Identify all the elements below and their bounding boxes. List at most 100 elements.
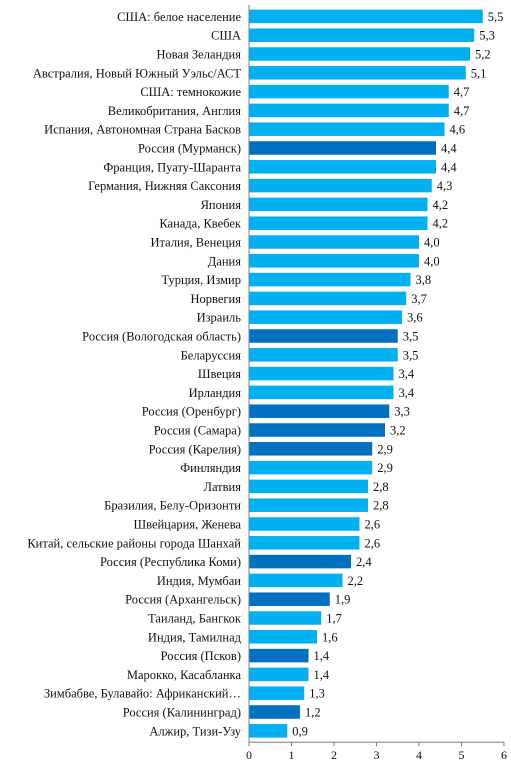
data-label: 5,2 (475, 48, 491, 62)
category-label: Россия (Республика Коми) (100, 555, 241, 569)
category-label: Франция, Пуату-Шаранта (103, 160, 241, 174)
bar (249, 592, 330, 606)
x-tick-label: 4 (416, 748, 422, 762)
bar (249, 160, 436, 174)
category-label: Канада, Квебек (159, 217, 242, 231)
data-label: 2,8 (373, 480, 389, 494)
category-label: Китай, сельские районы города Шанхай (27, 536, 241, 550)
x-tick-label: 3 (374, 748, 380, 762)
x-tick-label: 5 (459, 748, 465, 762)
category-label: Норвегия (191, 292, 242, 306)
bar (249, 178, 432, 193)
data-label: 5,5 (488, 10, 504, 24)
category-label: США: белое население (117, 10, 241, 24)
bar (249, 498, 368, 512)
data-label: 1,3 (309, 687, 325, 701)
bar (249, 686, 305, 700)
value-labels: 5,55,35,25,14,74,74,64,44,44,34,24,24,04… (292, 10, 503, 738)
data-label: 3,8 (416, 273, 432, 287)
bar (249, 103, 449, 118)
data-label: 3,5 (403, 348, 419, 362)
data-label: 2,4 (356, 555, 372, 569)
data-label: 1,2 (305, 706, 321, 720)
data-label: 4,7 (454, 85, 470, 99)
data-label: 4,6 (450, 123, 466, 137)
bar (249, 385, 394, 400)
category-label: Австралия, Новый Южный Уэльс/АСТ (33, 66, 241, 80)
bar (249, 573, 343, 588)
category-label: Россия (Оренбург) (142, 405, 241, 419)
category-label: Израиль (197, 311, 242, 325)
x-tick-label: 0 (246, 748, 252, 762)
data-label: 1,7 (326, 612, 342, 626)
bar (249, 310, 402, 324)
bar (249, 648, 309, 663)
x-tick-label: 2 (331, 748, 337, 762)
data-label: 1,6 (322, 630, 338, 644)
data-label: 3,4 (399, 386, 415, 400)
data-label: 4,2 (433, 198, 449, 212)
data-label: 0,9 (292, 724, 308, 738)
bar (249, 272, 411, 287)
category-label: Турция, Измир (161, 273, 241, 287)
category-label: Россия (Самара) (154, 424, 241, 438)
category-label: Дания (208, 254, 241, 268)
bar (249, 536, 360, 550)
category-label: США: темнокожие (140, 85, 241, 99)
data-label: 3,5 (403, 330, 419, 344)
category-label: Россия (Мурманск) (138, 142, 241, 156)
bar (249, 705, 300, 719)
data-label: 1,4 (314, 668, 330, 682)
bar (249, 423, 385, 437)
category-label: Швейцария, Женева (134, 518, 242, 532)
data-label: 3,3 (394, 405, 410, 419)
bar (249, 724, 288, 738)
category-label: Германия, Нижняя Саксония (88, 179, 241, 193)
data-label: 4,4 (441, 160, 457, 174)
category-labels: США: белое население США Новая Зеландия Авс… (27, 10, 242, 738)
data-label: 3,6 (407, 311, 423, 325)
category-label: Марокко, Касабланка (127, 668, 242, 682)
data-label: 3,7 (411, 292, 427, 306)
category-label: Новая Зеландия (156, 48, 241, 62)
category-label: Россия (Калининград) (123, 706, 241, 720)
bar (249, 235, 419, 249)
bar (249, 197, 428, 212)
bar (249, 47, 470, 61)
bar (249, 254, 419, 268)
bar (249, 66, 466, 80)
data-label: 1,9 (335, 593, 351, 607)
data-label: 2,6 (365, 518, 381, 532)
data-label: 4,0 (424, 254, 440, 268)
bar (249, 348, 398, 362)
data-label: 2,9 (377, 442, 393, 456)
category-label: Швеция (198, 367, 241, 381)
category-label: Латвия (203, 480, 241, 494)
bar (249, 667, 309, 682)
bar (249, 611, 322, 625)
category-label: Россия (Псков) (161, 649, 241, 663)
data-label: 1,4 (314, 649, 330, 663)
category-label: Индия, Тамилнад (148, 630, 242, 644)
category-label: Финляндия (180, 461, 241, 475)
data-label: 4,3 (437, 179, 453, 193)
category-label: Зимбабве, Булавайо: Африканский… (44, 687, 241, 701)
category-label: Испания, Автономная Страна Басков (44, 123, 241, 137)
category-label: Россия (Карелия) (149, 442, 241, 456)
bar (249, 9, 483, 24)
data-label: 5,1 (471, 66, 487, 80)
bars-layer (249, 9, 483, 738)
data-label: 5,3 (479, 29, 495, 43)
category-label: Россия (Вологодская область) (82, 330, 241, 344)
bar (249, 442, 373, 456)
bar (249, 460, 373, 475)
bar (249, 84, 449, 99)
bar (249, 630, 317, 644)
bar (249, 479, 368, 494)
bar (249, 122, 445, 136)
category-label: Ирландия (189, 386, 242, 400)
category-label: Индия, Мумбаи (157, 574, 241, 588)
bar (249, 28, 475, 42)
data-label: 3,2 (390, 424, 406, 438)
